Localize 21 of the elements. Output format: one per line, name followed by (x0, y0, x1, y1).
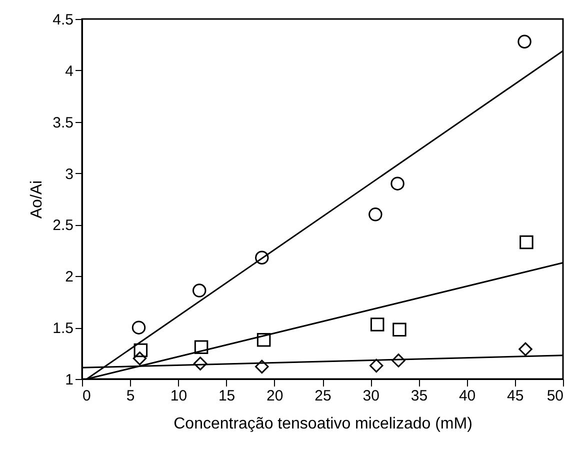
y-tick-label: 1.5 (52, 320, 74, 338)
x-tick-label: 30 (362, 388, 380, 404)
x-tick-label: 20 (266, 388, 284, 404)
x-tick-label: 10 (170, 388, 188, 404)
x-axis-title: Concentração tensoativo micelizado (mM) (174, 416, 472, 432)
x-tick-label: 5 (126, 388, 135, 404)
x-tick-label: 15 (218, 388, 236, 404)
y-axis-title: Ao/Ai (28, 180, 46, 219)
x-tick-label: 50 (546, 388, 564, 404)
x-tick-label: 25 (314, 388, 332, 404)
y-tick-label: 4 (65, 62, 74, 80)
x-tick-label: 45 (507, 388, 524, 404)
x-tick-label: 35 (410, 388, 428, 404)
y-tick-label: 2 (65, 268, 74, 286)
y-tick-label: 2.5 (52, 217, 74, 234)
y-tick-label: 3.5 (52, 114, 74, 132)
y-tick-label: 4.5 (52, 12, 74, 28)
y-tick-label: 1 (65, 372, 74, 388)
x-tick-label: 0 (82, 388, 91, 404)
x-tick-label: 40 (458, 388, 476, 404)
y-tick-label: 3 (65, 166, 74, 183)
